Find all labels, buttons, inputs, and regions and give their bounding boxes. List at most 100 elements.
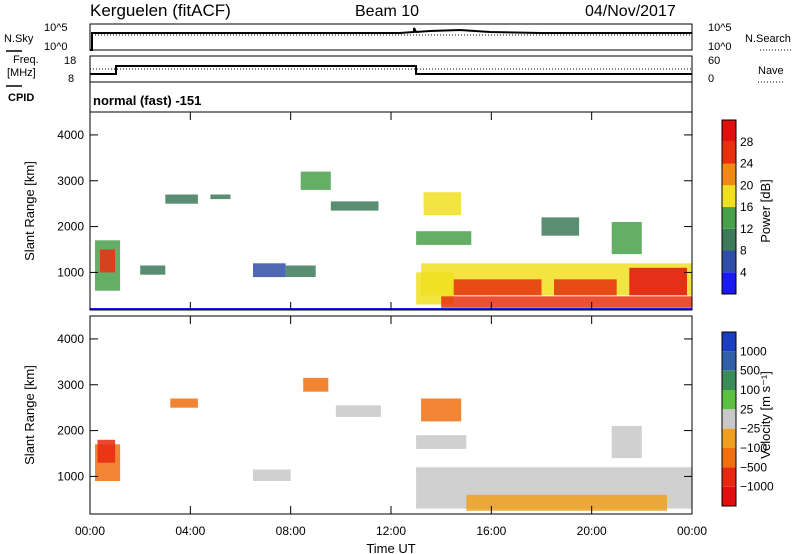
power-echo-region-3 — [165, 194, 198, 204]
power-colorbar: 4 8 12 16 20 24 28 — [721, 119, 754, 295]
xtick-label-3: 12:00 — [376, 524, 406, 538]
noise-panel: 10^5 10^0 10^5 10^0 N.Sky N.Search — [4, 22, 792, 53]
velocity-colorbar-swatch-8 — [722, 486, 736, 506]
velocity-echo-region-5 — [335, 405, 381, 417]
velocity-colorbar-swatch-5 — [722, 428, 736, 448]
xtick-label-5: 20:00 — [577, 524, 607, 538]
velocity-colorbar-tick-0: 1000 — [740, 344, 767, 358]
power-ytick-label-3: 4000 — [57, 128, 84, 142]
velocity-colorbar-tick-6: −500 — [740, 460, 767, 474]
power-colorbar-swatch-1 — [722, 250, 736, 273]
power-colorbar-label: Power [dB] — [758, 179, 773, 243]
velocity-echo-region-7 — [416, 435, 467, 449]
velocity-colorbar-swatch-4 — [722, 409, 736, 429]
power-echo-region-15 — [554, 279, 617, 296]
power-echo-region-2 — [140, 265, 166, 275]
noise-left-tick-bottom: 10^0 — [44, 41, 68, 53]
power-echo-region-17 — [541, 217, 580, 236]
velocity-echo-region-4 — [303, 377, 329, 392]
power-colorbar-swatch-3 — [722, 207, 736, 229]
velocity-ytick-label-2: 3000 — [57, 378, 84, 392]
velocity-data-layer — [95, 377, 692, 511]
velocity-colorbar-tick-3: 25 — [740, 402, 754, 416]
power-colorbar-tick-2: 12 — [740, 222, 754, 236]
power-colorbar-tick-0: 4 — [740, 265, 747, 279]
power-echo-region-16 — [441, 296, 692, 308]
power-colorbar-frame — [721, 119, 737, 295]
power-echo-region-9 — [416, 231, 472, 245]
cpid-value: normal (fast) -151 — [93, 93, 201, 108]
date-label: 04/Nov/2017 — [585, 3, 676, 20]
velocity-ytick-label-3: 4000 — [57, 332, 84, 346]
noise-right-tick-bottom: 10^0 — [708, 41, 732, 53]
power-ytick-label-2: 3000 — [57, 174, 84, 188]
power-colorbar-tick-3: 16 — [740, 200, 754, 214]
noise-sky-label: N.Sky — [4, 33, 34, 45]
velocity-ytick-label-1: 2000 — [57, 424, 84, 438]
power-echo-region-1 — [100, 249, 115, 273]
frequency-panel: 18 8 60 0 Freq. [MHz] Nave — [6, 54, 784, 87]
nave-label: Nave — [758, 65, 784, 77]
power-colorbar-tick-5: 24 — [740, 157, 754, 171]
velocity-y-ticks: 1000 2000 3000 4000 — [57, 332, 692, 483]
velocity-colorbar-swatch-2 — [722, 370, 736, 390]
velocity-echo-region-9 — [466, 494, 667, 511]
power-echo-region-13 — [453, 279, 542, 296]
x-axis-label: Time UT — [366, 541, 415, 554]
power-colorbar-tick-1: 8 — [740, 244, 747, 258]
velocity-colorbar-swatch-7 — [722, 467, 736, 487]
velocity-colorbar-tick-7: −1000 — [740, 480, 774, 494]
power-echo-region-14 — [629, 267, 687, 296]
xtick-label-6: 00:00 — [677, 524, 707, 538]
power-ytick-label-1: 2000 — [57, 220, 84, 234]
xtick-label-2: 08:00 — [276, 524, 306, 538]
power-echo-region-5 — [253, 263, 286, 278]
velocity-colorbar-swatch-1 — [722, 351, 736, 371]
power-colorbar-swatch-7 — [722, 120, 736, 142]
velocity-echo-region-1 — [97, 439, 116, 463]
noise-sky-trace — [90, 27, 692, 51]
velocity-ylabel: Slant Range [km] — [22, 365, 37, 465]
velocity-colorbar-label: Velocity [m s⁻¹] — [758, 371, 773, 459]
velocity-echo-region-6 — [421, 398, 462, 422]
velocity-panel: 1000 2000 3000 4000 Slant Range [km] — [22, 315, 693, 515]
freq-right-tick-bottom: 0 — [708, 73, 714, 85]
power-echo-region-18 — [611, 222, 642, 255]
power-colorbar-swatch-2 — [722, 228, 736, 251]
power-echo-region-7 — [300, 171, 331, 190]
frequency-trace — [90, 65, 692, 75]
freq-label-line2: [MHz] — [7, 67, 36, 79]
power-ylabel: Slant Range [km] — [22, 161, 37, 261]
velocity-colorbar-tick-5: −100 — [740, 441, 767, 455]
velocity-colorbar-tick-1: 500 — [740, 364, 760, 378]
velocity-echo-region-3 — [253, 469, 291, 481]
freq-left-tick-bottom: 8 — [68, 73, 74, 85]
xtick-label-4: 16:00 — [476, 524, 506, 538]
station-title: Kerguelen (fitACF) — [90, 1, 231, 20]
noise-right-tick-top: 10^5 — [708, 22, 732, 34]
power-echo-region-8 — [330, 201, 379, 211]
power-echo-region-6 — [285, 265, 316, 277]
velocity-colorbar-swatch-3 — [722, 390, 736, 410]
xtick-label-0: 00:00 — [75, 524, 105, 538]
velocity-echo-region-10 — [611, 426, 642, 459]
power-colorbar-swatch-0 — [722, 272, 736, 295]
velocity-colorbar-tick-4: −25 — [740, 422, 761, 436]
velocity-colorbar-swatch-0 — [722, 332, 736, 352]
freq-left-tick-top: 18 — [64, 55, 76, 67]
power-colorbar-swatch-5 — [722, 163, 736, 186]
noise-search-label: N.Search — [745, 33, 791, 45]
velocity-colorbar: 1000 500 100 25 −25 −100 −500 −1000 — [721, 331, 774, 507]
noise-left-tick-top: 10^5 — [44, 22, 68, 34]
power-data-layer — [90, 171, 692, 310]
velocity-colorbar-tick-2: 100 — [740, 383, 760, 397]
power-colorbar-swatch-6 — [722, 141, 736, 164]
power-echo-region-10 — [423, 192, 462, 216]
velocity-colorbar-frame — [721, 331, 737, 507]
freq-label-line1: Freq. — [13, 54, 39, 66]
velocity-echo-region-2 — [170, 398, 198, 408]
xtick-label-1: 04:00 — [175, 524, 205, 538]
velocity-colorbar-swatch-6 — [722, 448, 736, 468]
freq-right-tick-top: 60 — [708, 55, 720, 67]
